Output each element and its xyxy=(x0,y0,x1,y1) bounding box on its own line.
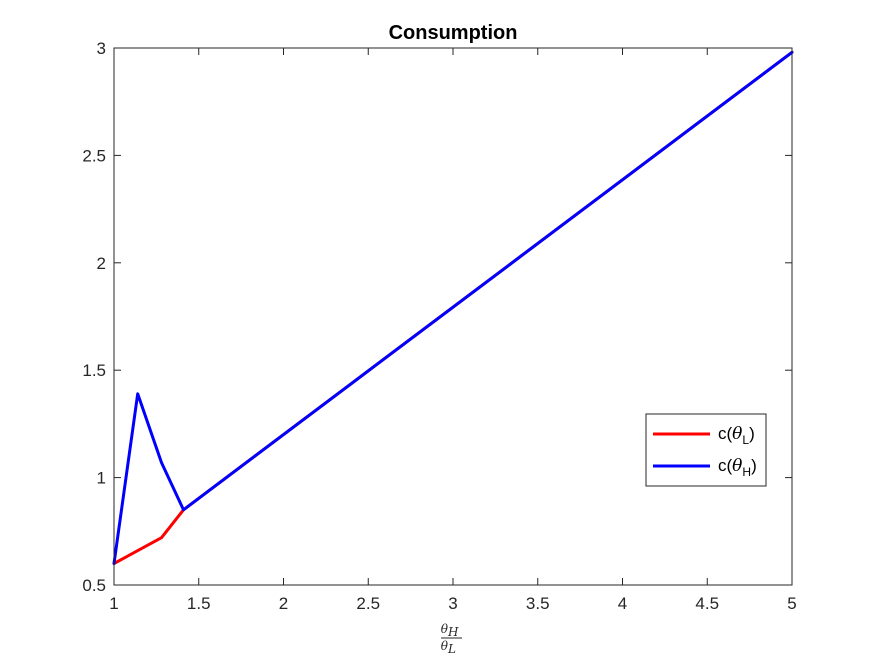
y-tick-label: 1.5 xyxy=(82,361,106,380)
x-axis-label: θ H θ L xyxy=(441,622,462,656)
x-axis-label-numerator-sub: H xyxy=(447,625,459,639)
x-tick-label: 4 xyxy=(618,594,627,613)
x-tick-label: 1.5 xyxy=(187,594,211,613)
x-tick-label: 2.5 xyxy=(356,594,380,613)
y-tick-label: 1 xyxy=(97,469,106,488)
legend: c(θL) c(θH) xyxy=(645,413,767,487)
x-tick-label: 3.5 xyxy=(526,594,550,613)
x-tick-label: 1 xyxy=(109,594,118,613)
series-layer xyxy=(112,50,794,565)
x-axis-label-denominator-sub: L xyxy=(447,642,456,656)
x-tick-label: 3 xyxy=(448,594,457,613)
x-tick-label: 2 xyxy=(279,594,288,613)
y-tick-label: 3 xyxy=(97,39,106,58)
y-tick-label: 2.5 xyxy=(82,146,106,165)
series-line-c-theta-h xyxy=(112,50,794,565)
legend-label-low: c(θL) xyxy=(718,424,755,447)
legend-label-high: c(θH) xyxy=(718,456,757,479)
x-axis-label-denominator: θ xyxy=(441,639,449,653)
y-tick-label: 2 xyxy=(97,254,106,273)
x-axis-label-numerator: θ xyxy=(441,622,449,636)
tick-layer: 1 1.5 2 2.5 3 3.5 4 4.5 50.511.522.53 xyxy=(82,39,796,613)
x-tick-label: 4.5 xyxy=(695,594,719,613)
y-tick-label: 0.5 xyxy=(82,576,106,595)
chart-title: Consumption xyxy=(389,22,518,44)
x-tick-label: 5 xyxy=(787,594,796,613)
legend-box xyxy=(645,413,767,487)
